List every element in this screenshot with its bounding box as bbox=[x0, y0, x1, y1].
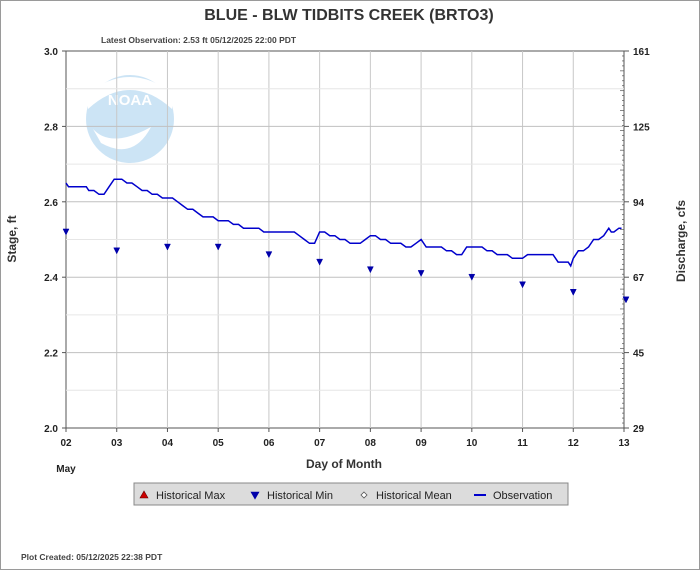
x-tick-label: 09 bbox=[416, 438, 428, 449]
legend-swatch-historical-max bbox=[139, 490, 149, 499]
legend-label: Observation bbox=[493, 490, 552, 502]
historical-min-point bbox=[519, 281, 526, 289]
x-tick-label: 08 bbox=[365, 438, 377, 449]
x-tick-label: 12 bbox=[568, 438, 580, 449]
right-axis-minor-ticks bbox=[620, 50, 624, 429]
legend-box bbox=[133, 482, 569, 506]
y-left-tick-label: 2.8 bbox=[44, 122, 58, 133]
y-right-tick-label: 29 bbox=[633, 424, 645, 435]
y-left-tick-label: 2.4 bbox=[44, 273, 58, 284]
month-label: May bbox=[56, 464, 76, 475]
historical-min-point bbox=[113, 247, 121, 255]
y-axis-label-left: Stage, ft bbox=[5, 215, 19, 262]
left-axis-ticks: 3.0 2.8 2.6 2.4 2.2 2.0 bbox=[44, 47, 66, 435]
x-tick-label: 03 bbox=[111, 438, 123, 449]
legend-swatch-historical-mean bbox=[360, 491, 368, 499]
historical-min-point bbox=[468, 273, 476, 281]
right-axis-ticks: 161 125 94 67 45 29 bbox=[624, 47, 650, 435]
historical-min-point bbox=[622, 296, 630, 304]
chart-legend: Historical Max Historical Min Historical M… bbox=[133, 482, 569, 506]
x-axis-label: Day of Month bbox=[306, 457, 382, 471]
legend-label: Historical Max bbox=[156, 490, 226, 502]
latest-observation: Latest Observation: 2.53 ft 05/12/2025 2… bbox=[101, 35, 297, 45]
x-tick-label: 02 bbox=[60, 438, 72, 449]
observation-series-line bbox=[65, 178, 622, 268]
x-tick-label: 06 bbox=[263, 438, 275, 449]
legend-swatch-historical-min bbox=[250, 491, 260, 500]
x-tick-label: 07 bbox=[314, 438, 326, 449]
grid-lines bbox=[66, 51, 624, 428]
y-right-tick-label: 161 bbox=[633, 47, 650, 58]
historical-min-point bbox=[265, 251, 273, 259]
historical-min-point bbox=[366, 266, 374, 274]
y-right-tick-label: 45 bbox=[633, 349, 645, 360]
x-tick-label: 05 bbox=[213, 438, 225, 449]
svg-text:NOAA: NOAA bbox=[108, 92, 152, 109]
historical-min-point bbox=[164, 243, 171, 251]
x-tick-label: 04 bbox=[162, 438, 174, 449]
y-right-tick-label: 94 bbox=[633, 198, 645, 209]
y-axis-label-right: Discharge, cfs bbox=[674, 200, 688, 282]
legend-label: Historical Mean bbox=[376, 490, 452, 502]
y-left-tick-label: 2.0 bbox=[44, 424, 58, 435]
noaa-logo-watermark: NOAA bbox=[86, 75, 174, 163]
historical-min-point bbox=[316, 258, 324, 266]
x-tick-label: 10 bbox=[466, 438, 478, 449]
chart-title: BLUE - BLW TIDBITS CREEK (BRTO3) bbox=[204, 7, 493, 24]
historical-min-point bbox=[62, 228, 70, 236]
y-left-tick-label: 2.2 bbox=[44, 349, 58, 360]
x-tick-label: 11 bbox=[517, 438, 528, 449]
x-axis-ticks: 02 03 04 05 06 07 08 09 10 11 12 13 bbox=[60, 428, 630, 449]
y-right-tick-label: 67 bbox=[633, 273, 645, 284]
x-tick-label: 13 bbox=[618, 438, 630, 449]
historical-min-points bbox=[62, 228, 630, 304]
historical-min-point bbox=[569, 289, 577, 296]
historical-min-point bbox=[417, 270, 425, 277]
y-left-tick-label: 3.0 bbox=[44, 47, 58, 58]
y-right-tick-label: 125 bbox=[633, 122, 650, 133]
legend-label: Historical Min bbox=[267, 490, 333, 502]
plot-created-footer: Plot Created: 05/12/2025 22:38 PDT bbox=[21, 552, 163, 562]
y-left-tick-label: 2.6 bbox=[44, 198, 58, 209]
historical-min-point bbox=[214, 243, 222, 251]
